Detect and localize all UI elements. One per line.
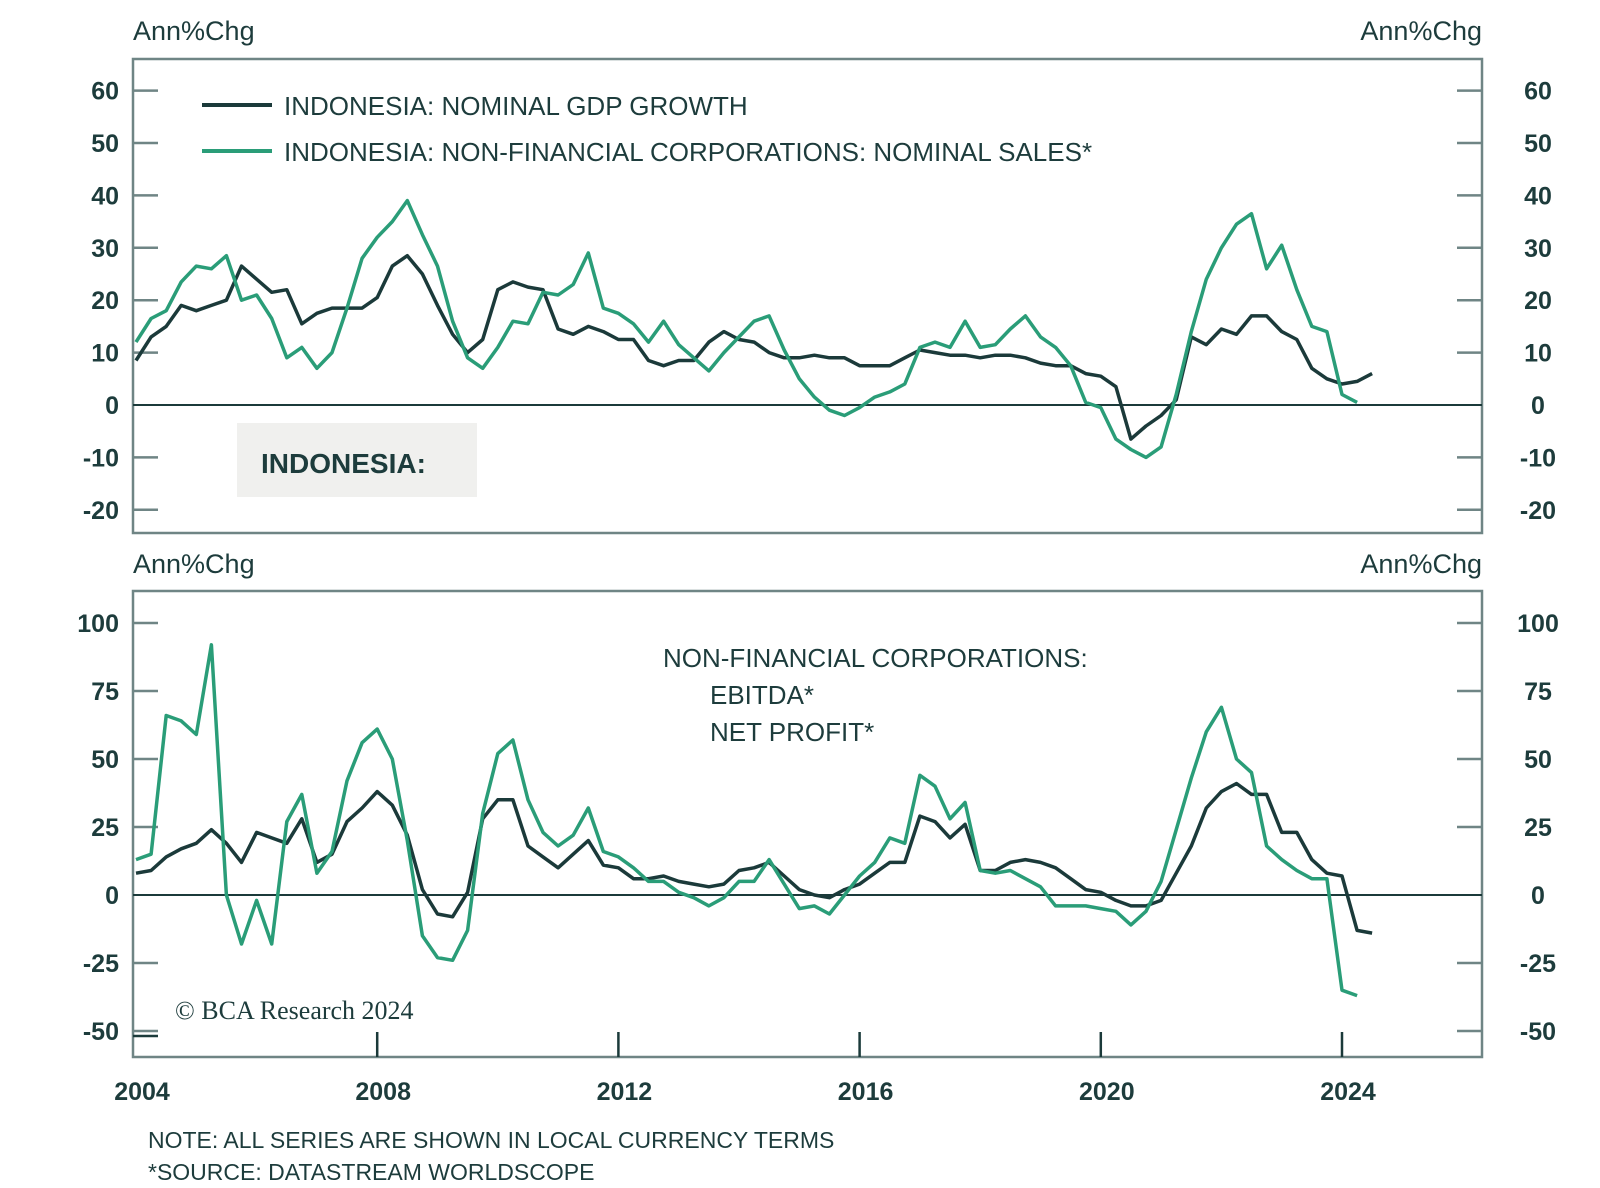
note-text: NOTE: ALL SERIES ARE SHOWN IN LOCAL CURR… xyxy=(148,1127,834,1153)
x-tick-label: 2020 xyxy=(1079,1078,1135,1106)
bottom-ytick-label-left: 75 xyxy=(91,678,119,706)
bottom-ytick-label-left: 0 xyxy=(105,882,119,910)
top-right-unit-label: Ann%Chg xyxy=(1360,16,1482,46)
top-ytick-label-right: 60 xyxy=(1524,78,1552,106)
bottom-left-unit-label: Ann%Chg xyxy=(133,549,255,579)
source-text: *SOURCE: DATASTREAM WORLDSCOPE xyxy=(148,1159,594,1185)
bottom-y-axis: -50 -50 -25 -25 0 0 25 25 50 50 75 75 100 100 xyxy=(77,610,1559,1046)
top-ytick-label-right: -20 xyxy=(1520,497,1556,525)
x-axis: 2004 2008 2012 2016 2020 2024 xyxy=(114,1032,1376,1106)
legend-label-gdp: INDONESIA: NOMINAL GDP GROWTH xyxy=(284,91,748,121)
bottom-ytick-label-left: 100 xyxy=(77,610,119,638)
x-tick-label: 2012 xyxy=(597,1078,653,1106)
bottom-ytick-label-right: 50 xyxy=(1524,746,1552,774)
bottom-ytick-label-right: 100 xyxy=(1517,610,1559,638)
region-label: INDONESIA: xyxy=(261,448,426,479)
bottom-ytick-label-left: 50 xyxy=(91,746,119,774)
bottom-ytick-label-right: 0 xyxy=(1531,882,1545,910)
legend-label-sales: INDONESIA: NON-FINANCIAL CORPORATIONS: N… xyxy=(284,137,1092,167)
top-ytick-label-left: 30 xyxy=(91,235,119,263)
bottom-series-dark-line xyxy=(135,781,1373,935)
top-series-group xyxy=(134,198,1373,460)
top-ytick-label-right: -10 xyxy=(1520,444,1556,472)
top-series-dark-line xyxy=(134,253,1373,441)
top-ytick-label-left: 0 xyxy=(105,392,119,420)
top-ytick-label-left: 10 xyxy=(91,340,119,368)
top-ytick-label-left: -10 xyxy=(83,444,119,472)
bottom-ytick-label-left: -25 xyxy=(83,950,119,978)
x-tick-label: 2024 xyxy=(1320,1078,1376,1106)
top-legend: INDONESIA: NOMINAL GDP GROWTH INDONESIA:… xyxy=(202,91,1092,167)
bottom-series-group xyxy=(135,643,1373,998)
top-left-unit-label: Ann%Chg xyxy=(133,16,255,46)
x-tick-label: 2016 xyxy=(838,1078,894,1106)
copyright-label: © BCA Research 2024 xyxy=(175,996,414,1025)
x-tick-label: 2008 xyxy=(355,1078,411,1106)
top-ytick-label-left: 20 xyxy=(91,287,119,315)
bottom-legend: NON-FINANCIAL CORPORATIONS: EBITDA* NET … xyxy=(663,643,1088,747)
top-ytick-label-left: 60 xyxy=(91,78,119,106)
bottom-ytick-label-right: -25 xyxy=(1520,950,1556,978)
top-series-green-line xyxy=(134,198,1358,460)
bottom-ytick-label-left: 25 xyxy=(91,814,119,842)
bottom-ytick-label-right: -50 xyxy=(1520,1018,1556,1046)
top-y-axis: -20 -20 -10 -10 0 0 10 10 20 20 30 30 40 40 50 50 60 60 xyxy=(83,78,1556,525)
bottom-ytick-label-right: 75 xyxy=(1524,678,1552,706)
top-panel-frame xyxy=(131,57,1484,535)
top-ytick-label-left: -20 xyxy=(83,497,119,525)
top-ytick-label-right: 0 xyxy=(1531,392,1545,420)
x-tick-label: 2004 xyxy=(114,1078,170,1106)
top-ytick-label-right: 10 xyxy=(1524,340,1552,368)
region-label-box xyxy=(237,423,477,497)
top-ytick-label-right: 50 xyxy=(1524,130,1552,158)
bottom-right-unit-label: Ann%Chg xyxy=(1360,549,1482,579)
top-ytick-label-right: 30 xyxy=(1524,235,1552,263)
bottom-panel-frame xyxy=(131,589,1484,1059)
legend-label-net-profit: NET PROFIT* xyxy=(710,717,874,747)
bottom-series-green-line xyxy=(135,643,1358,998)
bottom-ytick-label-right: 25 xyxy=(1524,814,1552,842)
bottom-ytick-label-left: -50 xyxy=(83,1018,119,1046)
bottom-legend-title: NON-FINANCIAL CORPORATIONS: xyxy=(663,643,1088,673)
top-ytick-label-left: 40 xyxy=(91,182,119,210)
top-ytick-label-left: 50 xyxy=(91,130,119,158)
top-ytick-label-right: 40 xyxy=(1524,182,1552,210)
top-ytick-label-right: 20 xyxy=(1524,287,1552,315)
legend-label-ebitda: EBITDA* xyxy=(710,680,814,710)
